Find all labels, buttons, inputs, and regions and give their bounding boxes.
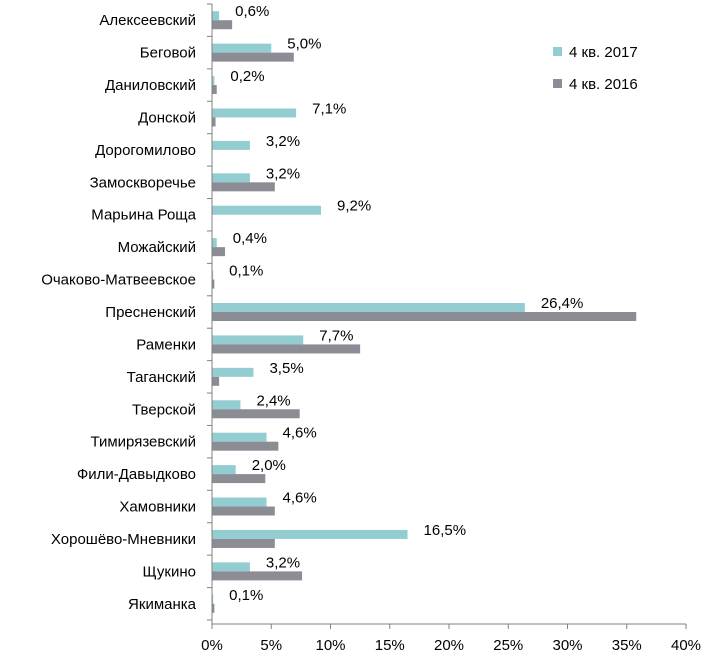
bar-2016: [212, 182, 275, 192]
bar-2017: [212, 205, 322, 215]
category-label: Якиманка: [128, 596, 197, 613]
bar-2017: [212, 335, 304, 345]
data-label: 2,0%: [252, 457, 286, 474]
bar-2016: [212, 538, 275, 548]
x-tick-label: 10%: [315, 637, 345, 654]
data-label: 2,4%: [256, 392, 290, 409]
bar-2017: [212, 594, 214, 604]
category-label: Фили-Давыдково: [77, 466, 196, 483]
category-label: Дорогомилово: [95, 142, 196, 159]
bar-2016: [212, 441, 279, 451]
bar-2017: [212, 562, 250, 572]
legend-swatch: [553, 79, 562, 88]
bar-2017: [212, 400, 241, 410]
legend-label: 4 кв. 2017: [569, 44, 638, 61]
data-label: 3,5%: [269, 360, 303, 377]
bar-2017: [212, 108, 297, 118]
bar-2017: [212, 270, 214, 280]
bar-2016: [212, 20, 233, 30]
bar-2016: [212, 376, 220, 386]
category-label: Тверской: [132, 401, 196, 418]
bar-2017: [212, 238, 217, 248]
category-label: Марьина Роща: [91, 207, 196, 224]
legend-swatch: [553, 47, 562, 56]
data-label: 9,2%: [337, 198, 371, 215]
category-label: Пресненский: [105, 304, 196, 321]
data-label: 0,1%: [229, 587, 263, 604]
data-label: 3,2%: [266, 165, 300, 182]
data-label: 7,1%: [312, 100, 346, 117]
legend: 4 кв. 2017 4 кв. 2016: [553, 44, 638, 93]
data-label: 0,2%: [230, 68, 264, 85]
bar-2017: [212, 529, 408, 539]
category-label: Беговой: [140, 45, 196, 62]
category-label: Можайский: [118, 239, 196, 256]
data-label: 16,5%: [424, 522, 467, 539]
legend-label: 4 кв. 2016: [569, 76, 638, 93]
bar-2017: [212, 43, 272, 53]
bar-2017: [212, 497, 267, 507]
data-label: 0,4%: [233, 230, 267, 247]
category-label: Очаково-Матвеевское: [41, 272, 196, 289]
data-label: 7,7%: [319, 327, 353, 344]
x-axis: 0% 5% 10% 15% 20% 25% 30% 35% 40%: [201, 3, 701, 654]
data-label: 0,1%: [229, 263, 263, 280]
x-tick-label: 35%: [612, 637, 642, 654]
bar-2017: [212, 140, 250, 150]
data-label: 0,6%: [235, 3, 269, 20]
category-labels: Алексеевский Беговой Даниловский Донской Дор…: [41, 12, 196, 613]
x-tick-label: 40%: [671, 637, 701, 654]
bar-2017: [212, 367, 254, 377]
bar-2016: [212, 344, 361, 354]
bar-2017: [212, 173, 250, 183]
category-label: Замоскворечье: [90, 174, 196, 191]
bar-2017: [212, 303, 525, 312]
bar-2017: [212, 11, 220, 21]
bars-layer: [212, 11, 637, 613]
category-label: Таганский: [127, 369, 196, 386]
category-label: Даниловский: [105, 77, 196, 94]
x-tick-label: 0%: [201, 637, 223, 654]
bar-2017: [212, 432, 267, 442]
bar-2017: [212, 465, 236, 475]
bar-2016: [212, 85, 217, 95]
category-label: Хорошёво-Мневники: [51, 531, 196, 548]
bar-2016: [212, 247, 226, 257]
data-label: 3,2%: [266, 554, 300, 571]
bar-2016: [212, 279, 215, 289]
category-label: Раменки: [136, 336, 196, 353]
data-labels: 0,6% 5,0% 0,2% 7,1% 3,2% 3,2% 9,2% 0,4% 0,1% 26,4…: [229, 3, 583, 604]
data-label: 3,2%: [266, 133, 300, 150]
bar-2016: [212, 506, 275, 516]
bar-2016: [212, 52, 294, 62]
category-label: Донской: [138, 109, 196, 126]
data-label: 26,4%: [541, 295, 584, 312]
bar-2016: [212, 571, 303, 581]
x-tick-label: 20%: [434, 637, 464, 654]
bar-2016: [212, 603, 215, 613]
x-tick-label: 25%: [493, 637, 523, 654]
category-label: Алексеевский: [99, 12, 196, 29]
x-tick-label: 5%: [260, 637, 282, 654]
data-label: 4,6%: [283, 490, 317, 507]
bar-2016: [212, 312, 637, 321]
bar-2016: [212, 117, 216, 127]
category-label: Хамовники: [119, 499, 196, 516]
bar-2016: [212, 474, 266, 484]
bar-2016: [212, 409, 300, 419]
data-label: 4,6%: [283, 425, 317, 442]
category-label: Щукино: [143, 563, 196, 580]
data-label: 5,0%: [287, 36, 321, 53]
bar-2017: [212, 76, 215, 86]
x-tick-label: 30%: [552, 637, 582, 654]
category-label: Тимирязевский: [90, 434, 196, 451]
x-tick-label: 15%: [375, 637, 405, 654]
